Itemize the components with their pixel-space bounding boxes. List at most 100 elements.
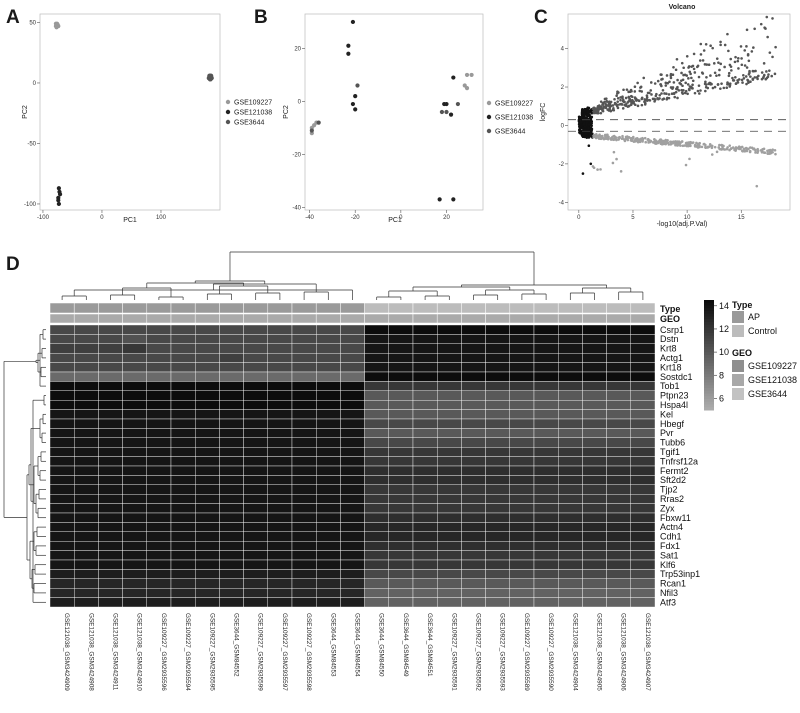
volcano-point — [719, 87, 722, 90]
heatmap-cell — [388, 381, 414, 391]
heatmap-cell — [267, 503, 293, 514]
heatmap-cell — [194, 371, 220, 382]
data-point — [448, 112, 454, 117]
volcano-point — [750, 50, 754, 53]
heatmap-cell — [316, 503, 341, 514]
volcano-point — [646, 138, 650, 142]
heatmap-cell — [316, 334, 341, 344]
heatmap-cell — [194, 362, 220, 373]
heatmap-cell — [558, 559, 583, 570]
heatmap-cell — [630, 428, 656, 438]
heatmap-cell — [98, 559, 123, 570]
heatmap-cell — [582, 512, 607, 523]
heatmap-cell — [170, 597, 196, 608]
heatmap-cell — [98, 334, 123, 344]
volcano-point — [766, 152, 770, 156]
heatmap-cell — [243, 522, 269, 533]
colorbar-segment — [704, 382, 714, 386]
volcano-point — [728, 83, 732, 87]
heatmap-cell — [146, 475, 172, 485]
heatmap-cell — [437, 569, 462, 580]
heatmap-cell — [170, 456, 196, 467]
volcano-point — [620, 102, 623, 106]
heatmap-cell — [267, 494, 293, 504]
heatmap-cell — [509, 456, 535, 467]
volcano-point — [669, 72, 673, 76]
heatmap-cell — [340, 324, 365, 335]
heatmap-cell — [243, 475, 269, 485]
heatmap-cell — [291, 437, 317, 448]
volcano-point — [700, 71, 704, 74]
volcano-point — [589, 162, 593, 166]
heatmap-cell — [243, 428, 269, 438]
heatmap-cell — [98, 475, 123, 485]
heatmap-cell — [73, 418, 99, 429]
colorbar-segment — [704, 311, 714, 315]
heatmap-cell — [291, 541, 317, 551]
volcano-point — [584, 116, 587, 120]
y-tick-label: 0 — [561, 123, 565, 129]
heatmap-cell — [122, 494, 147, 504]
heatmap-cell — [437, 512, 462, 523]
heatmap-cell — [146, 324, 172, 335]
heatmap-cell — [340, 362, 365, 373]
heatmap-cell — [316, 465, 341, 476]
heatmap-cell — [461, 578, 486, 589]
heatmap-cell — [461, 362, 486, 373]
volcano-point — [649, 81, 653, 84]
heatmap-cell — [533, 428, 559, 438]
heatmap-cell — [267, 465, 293, 476]
heatmap-cell — [243, 456, 269, 467]
heatmap-cell — [122, 353, 147, 363]
heatmap-cell — [340, 550, 365, 561]
heatmap-cell — [49, 494, 75, 504]
heatmap-cell — [606, 353, 631, 363]
volcano-point — [596, 168, 599, 171]
heatmap-cell — [194, 484, 220, 495]
volcano-point — [745, 45, 748, 48]
heatmap-cell — [194, 559, 220, 570]
annotation-cell-type — [98, 302, 123, 314]
heatmap-cell — [267, 550, 293, 561]
heatmap-cell — [533, 475, 559, 485]
annotation-cell-geo — [146, 313, 172, 324]
heatmap-cell — [558, 531, 583, 542]
volcano-point — [630, 95, 634, 99]
data-point — [464, 72, 470, 78]
volcano-point — [704, 89, 707, 93]
volcano-ticks: 0 5 10 15 4 2 0 -2 -4 — [559, 47, 790, 221]
colorbar-tick-label: 14 — [719, 301, 729, 311]
heatmap-cell — [582, 390, 607, 401]
heatmap-cell — [606, 447, 631, 457]
volcano-point — [682, 73, 685, 77]
heatmap-cell — [412, 371, 438, 382]
volcano-point — [753, 27, 756, 31]
volcano-point — [625, 137, 628, 140]
volcano-point — [615, 138, 618, 142]
volcano-point — [586, 109, 590, 113]
heatmap-cell — [291, 418, 317, 429]
volcano-point — [713, 85, 717, 89]
heatmap-cell — [219, 484, 244, 495]
volcano-point — [689, 72, 692, 76]
sample-label: GSE109227_GSM2935596 — [160, 613, 167, 691]
annotation-cell-type — [146, 302, 172, 314]
annotation-legend: Type AP Control GEO GSE109227 GSE121038 … — [732, 300, 797, 400]
heatmap-cell — [146, 522, 172, 533]
volcano-point — [759, 22, 763, 26]
annotation-cell-type — [606, 302, 632, 314]
gene-label: Kel — [660, 409, 673, 419]
volcano-point — [663, 92, 666, 95]
heatmap-cell — [340, 437, 365, 448]
heatmap-cell — [461, 522, 486, 533]
heatmap-cell — [582, 371, 607, 382]
pca-a-ticks: -100 0 100 50 0 -50 -100 — [24, 20, 167, 221]
volcano-point — [619, 98, 622, 102]
heatmap-cell — [122, 512, 147, 523]
volcano-point — [723, 43, 727, 47]
heatmap-cell — [412, 494, 438, 504]
colorbar-segment — [704, 357, 714, 361]
heatmap-cell — [267, 334, 293, 344]
annotation-cell-geo — [557, 313, 583, 324]
